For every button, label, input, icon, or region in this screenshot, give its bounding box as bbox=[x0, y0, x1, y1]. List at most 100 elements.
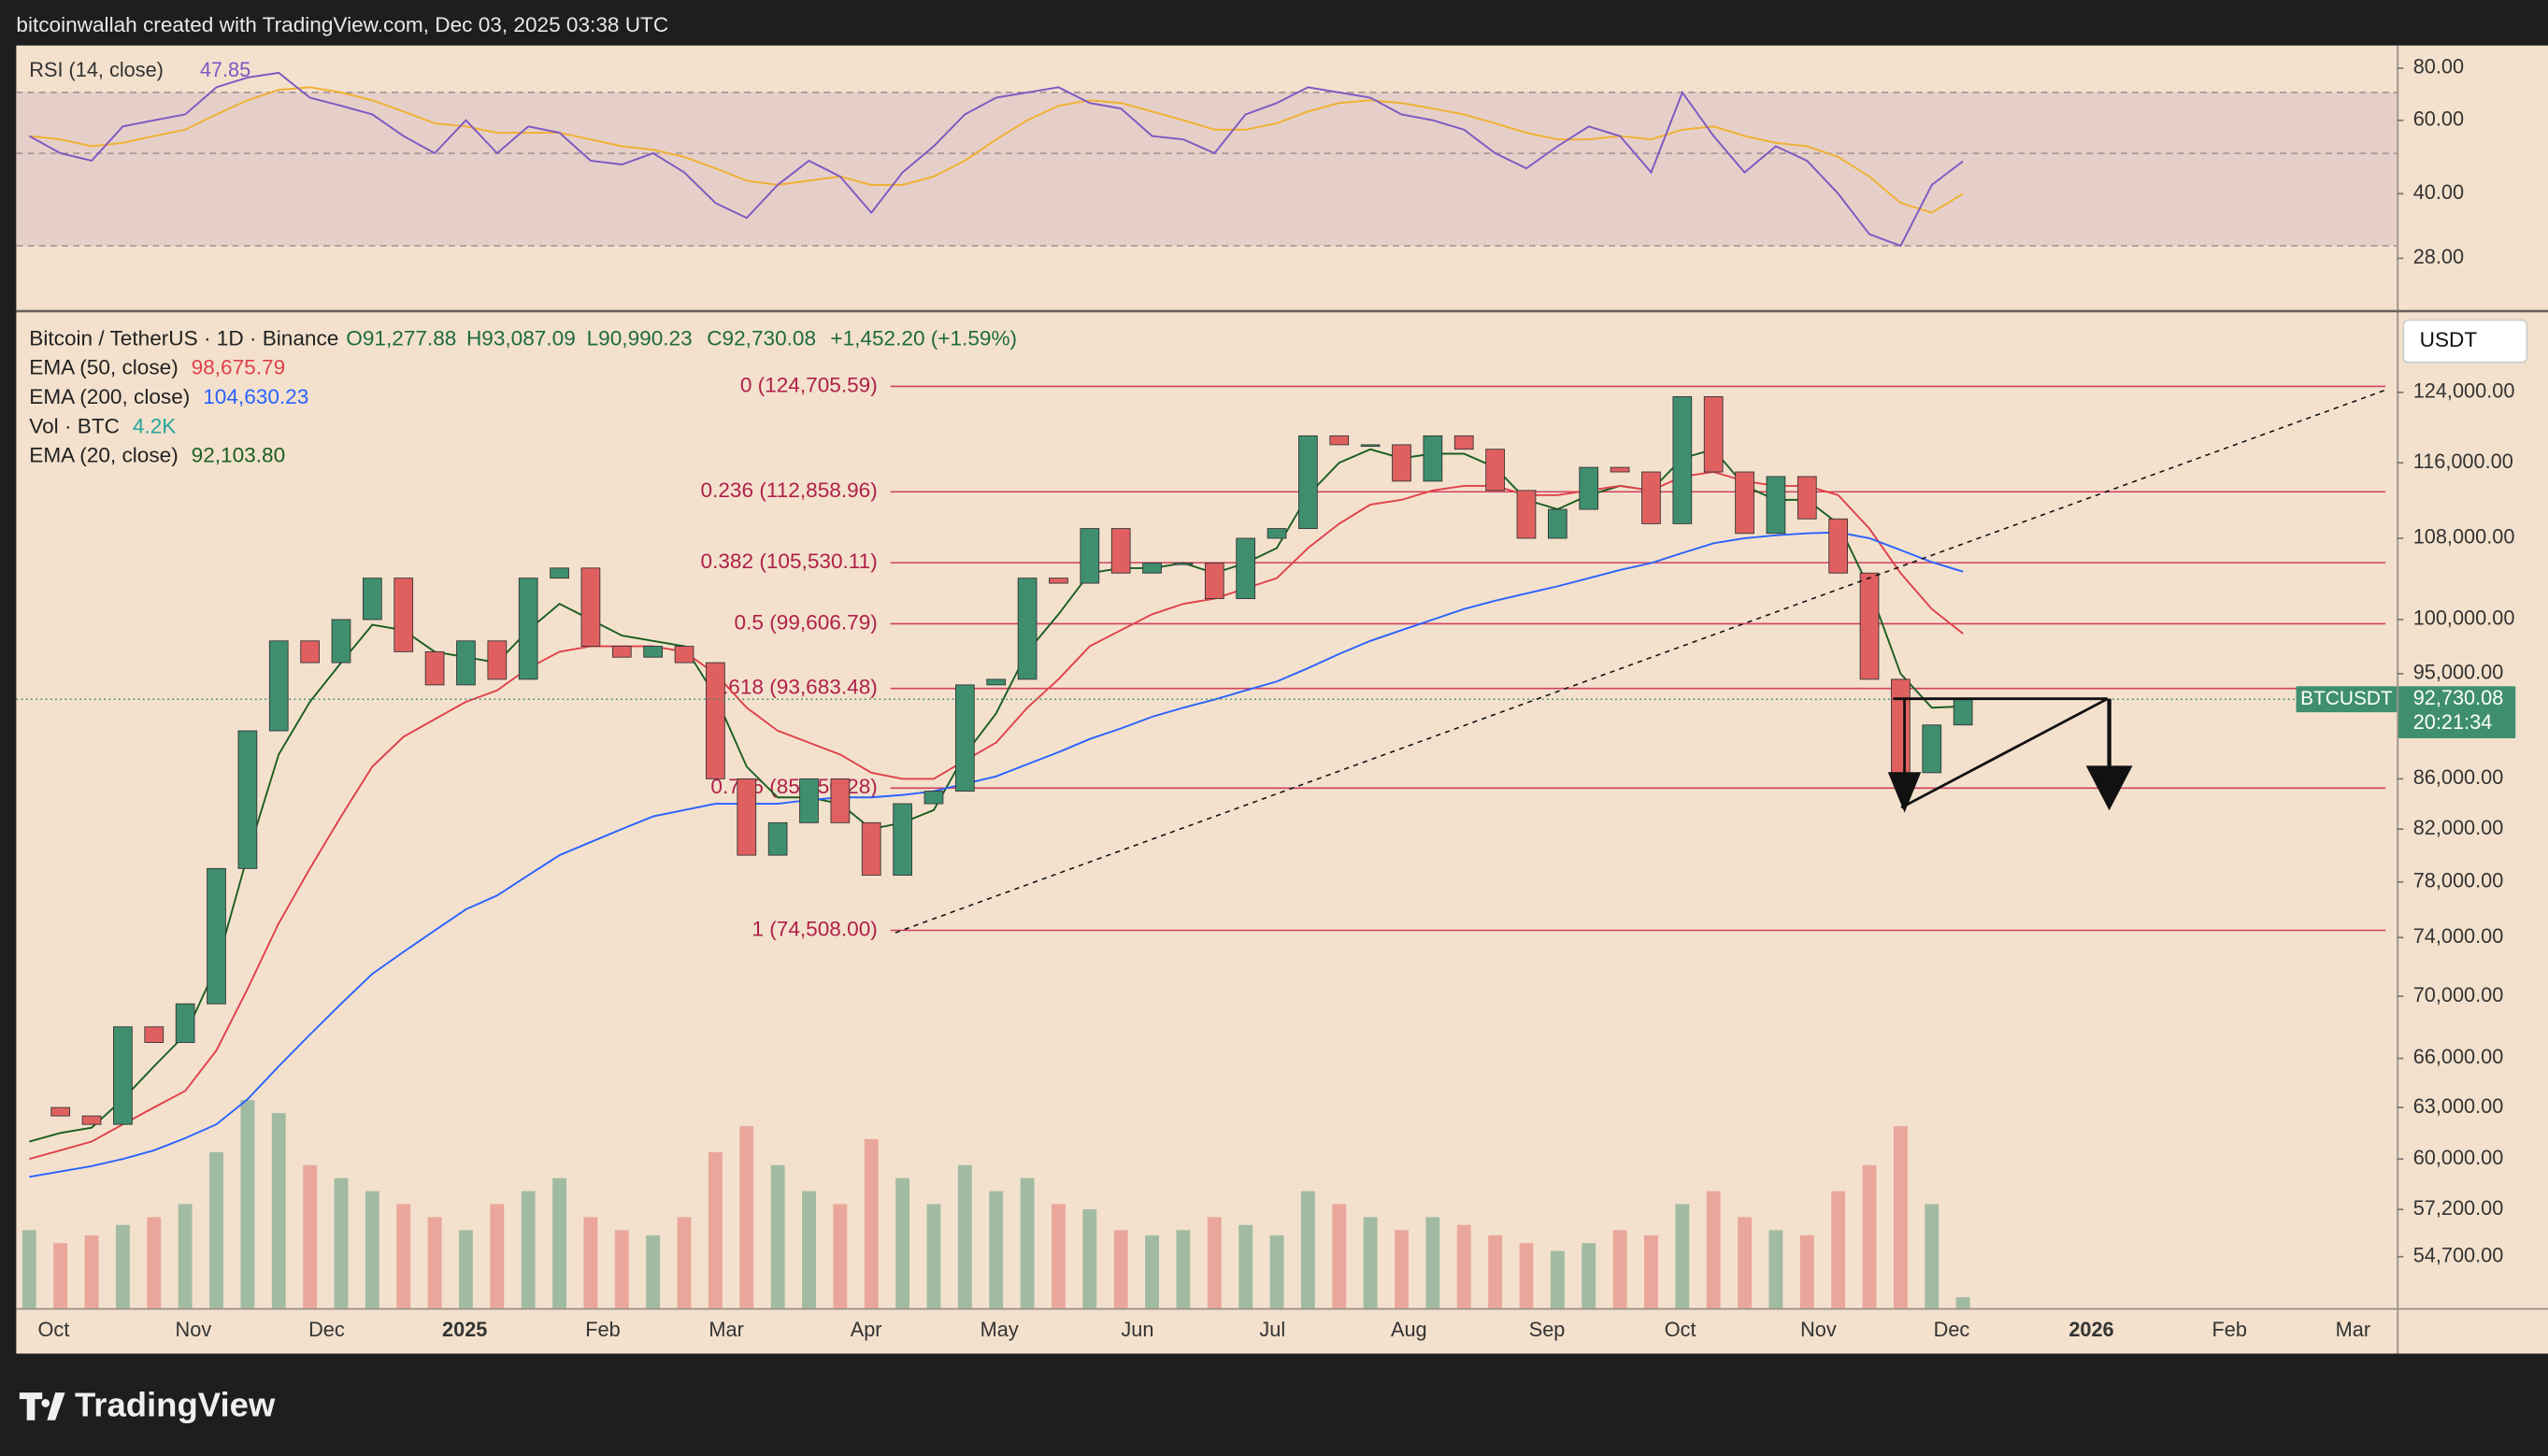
candle bbox=[1017, 578, 1038, 680]
volume-bar bbox=[895, 1178, 910, 1308]
x-tick-label: May bbox=[981, 1318, 1019, 1341]
fib-label: 1 (74,508.00) bbox=[752, 917, 877, 940]
legend-value: 104,630.23 bbox=[203, 385, 308, 408]
x-tick-label: 2026 bbox=[2068, 1318, 2113, 1341]
arrow-head bbox=[1887, 772, 1922, 813]
candle bbox=[923, 791, 944, 805]
y-tick-label: 124,000.00 bbox=[2413, 379, 2515, 403]
x-tick-label: Nov bbox=[1800, 1318, 1837, 1341]
volume-bar bbox=[1582, 1243, 1596, 1308]
volume-bar bbox=[1955, 1297, 1970, 1308]
ema-line bbox=[29, 531, 1964, 1178]
rsi-line bbox=[28, 71, 1964, 248]
y-tick-label: 74,000.00 bbox=[2413, 924, 2504, 948]
volume-bar bbox=[1862, 1164, 1877, 1308]
price-tag bbox=[2398, 686, 2516, 738]
candle bbox=[1392, 444, 1411, 482]
y-tick-label: 78,000.00 bbox=[2413, 868, 2504, 892]
volume-bar bbox=[1738, 1217, 1752, 1308]
candle bbox=[1360, 444, 1381, 448]
rsi-band bbox=[16, 92, 2398, 247]
volume-bar bbox=[1145, 1235, 1159, 1308]
volume-bar bbox=[1706, 1191, 1721, 1308]
drawings bbox=[895, 389, 2386, 934]
x-tick-label: Aug bbox=[1391, 1318, 1427, 1341]
y-tick-label: 66,000.00 bbox=[2413, 1045, 2504, 1068]
y-tick-label: 70,000.00 bbox=[2413, 983, 2504, 1006]
volume-bar bbox=[739, 1126, 754, 1308]
candle bbox=[1142, 563, 1162, 574]
volume-bar bbox=[1207, 1217, 1222, 1308]
candle bbox=[268, 640, 289, 732]
x-tick-label: 2025 bbox=[442, 1318, 487, 1341]
y-tick-label: 63,000.00 bbox=[2413, 1094, 2504, 1118]
ema-line bbox=[29, 470, 1964, 1161]
x-tick-label: Feb bbox=[2212, 1318, 2247, 1341]
candle bbox=[300, 640, 320, 664]
volume-bar bbox=[646, 1235, 661, 1308]
candle bbox=[861, 821, 881, 876]
candle bbox=[331, 619, 351, 664]
volume-bar bbox=[1238, 1224, 1253, 1308]
volume-bar bbox=[490, 1204, 505, 1308]
candle bbox=[362, 578, 382, 621]
volume-bar bbox=[521, 1191, 536, 1308]
candle bbox=[175, 1003, 195, 1043]
fib-label: 0.618 (93,683.48) bbox=[710, 676, 877, 699]
candle bbox=[580, 567, 601, 648]
volume-bar bbox=[708, 1151, 723, 1308]
candle bbox=[1859, 572, 1880, 680]
price-tag-value: 92,730.08 bbox=[2413, 686, 2504, 709]
volume-bar bbox=[334, 1178, 349, 1308]
legend-value: 98,675.79 bbox=[192, 356, 286, 379]
candle bbox=[1049, 578, 1068, 584]
y-tick-label: 82,000.00 bbox=[2413, 816, 2504, 839]
candle bbox=[1329, 435, 1350, 446]
volume-bar bbox=[989, 1191, 1004, 1308]
fib-label: 0.236 (112,858.96) bbox=[701, 478, 878, 502]
x-tick-label: Nov bbox=[176, 1318, 212, 1341]
x-tick-label: Mar bbox=[709, 1318, 743, 1341]
rsi-title: RSI (14, close) bbox=[29, 58, 164, 81]
candle bbox=[487, 640, 508, 680]
volume-bar bbox=[1395, 1230, 1409, 1308]
legend-name: Vol · BTC bbox=[29, 414, 120, 437]
y-tick-label: 54,700.00 bbox=[2413, 1243, 2504, 1266]
x-tick-label: Apr bbox=[851, 1318, 882, 1341]
candle bbox=[799, 778, 819, 823]
volume-bar bbox=[1020, 1178, 1035, 1308]
candle bbox=[1796, 476, 1817, 520]
candle bbox=[1672, 395, 1693, 524]
x-tick-label: Feb bbox=[585, 1318, 620, 1341]
volume-bar bbox=[614, 1230, 629, 1308]
fib-label: 0.5 (99,606.79) bbox=[735, 610, 878, 634]
y-tick-label: 95,000.00 bbox=[2413, 661, 2504, 684]
volume-bar bbox=[1052, 1204, 1066, 1308]
y-tick-label: 86,000.00 bbox=[2413, 765, 2504, 789]
rsi-tick-label: 80.00 bbox=[2413, 55, 2464, 79]
candle bbox=[1703, 395, 1724, 473]
candle bbox=[550, 567, 569, 579]
candle bbox=[1267, 528, 1287, 539]
volume-bar bbox=[1675, 1204, 1690, 1308]
currency[interactable]: USDT bbox=[2420, 328, 2478, 351]
candle bbox=[1891, 678, 1911, 774]
candle bbox=[207, 867, 226, 1005]
volume-bar bbox=[1269, 1235, 1284, 1308]
currency-box[interactable] bbox=[2402, 319, 2528, 364]
candle bbox=[643, 646, 664, 658]
candle bbox=[830, 778, 851, 823]
fib-label: 0.786 (85,250.28) bbox=[710, 775, 877, 798]
symbol-tag bbox=[2296, 686, 2398, 713]
candle bbox=[1173, 563, 1194, 565]
legend-value: 92,103.80 bbox=[192, 444, 286, 467]
candle bbox=[1766, 476, 1786, 535]
legend-name: EMA (20, close) bbox=[29, 444, 178, 467]
ohlc-close: C92,730.08 bbox=[707, 326, 816, 350]
volume-bar bbox=[1488, 1235, 1503, 1308]
candle bbox=[1579, 466, 1599, 510]
fib-label: 0 (124,705.59) bbox=[740, 373, 878, 396]
volume-bar bbox=[1925, 1204, 1940, 1308]
